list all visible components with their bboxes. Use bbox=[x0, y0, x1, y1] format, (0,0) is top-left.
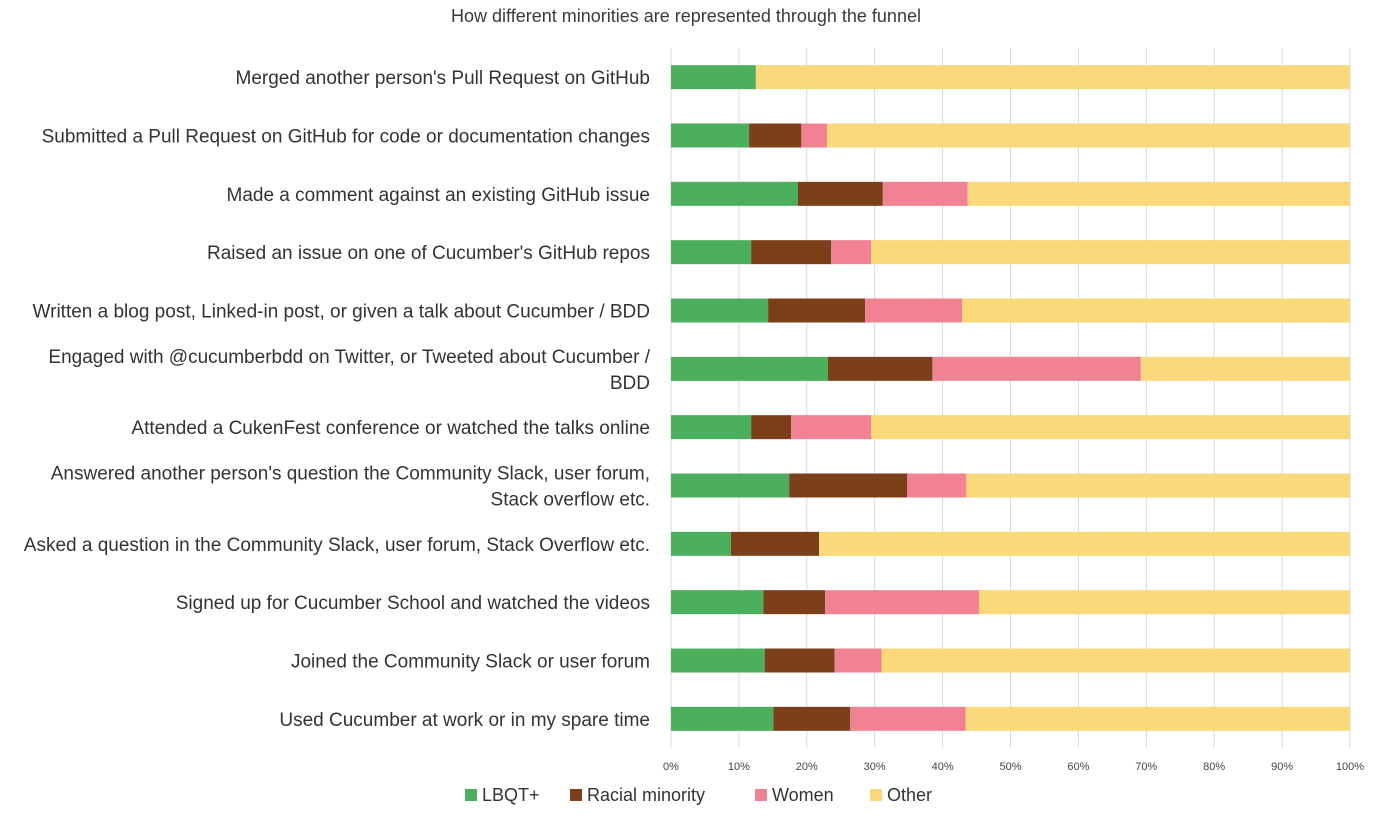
bar-segment bbox=[764, 648, 835, 673]
bar-segment bbox=[763, 590, 826, 615]
bar-segment bbox=[967, 181, 1350, 206]
bar-segment bbox=[965, 706, 1350, 731]
category-label: Made a comment against an existing GitHu… bbox=[227, 185, 651, 206]
bar-segment bbox=[671, 298, 769, 323]
grid-lines bbox=[670, 48, 1351, 748]
bar-segment bbox=[831, 240, 872, 265]
bar-segment bbox=[827, 356, 933, 381]
category-label: Answered another person's question the C… bbox=[51, 464, 650, 485]
x-tick-label: 100% bbox=[1336, 761, 1364, 773]
bar-segment bbox=[755, 65, 1350, 90]
category-label: Written a blog post, Linked-in post, or … bbox=[33, 302, 650, 323]
bar-segment bbox=[751, 415, 792, 440]
x-tick-label: 30% bbox=[864, 761, 886, 773]
bar-segment bbox=[871, 415, 1350, 440]
category-label: Submitted a Pull Request on GitHub for c… bbox=[42, 127, 650, 148]
x-tick-label: 10% bbox=[728, 761, 750, 773]
bar-segment bbox=[979, 590, 1350, 615]
category-label: Engaged with @cucumberbdd on Twitter, or… bbox=[48, 347, 650, 368]
category-label: Stack overflow etc. bbox=[491, 490, 650, 511]
bar-segment bbox=[671, 123, 750, 148]
x-tick-label: 60% bbox=[1067, 761, 1089, 773]
bar-segment bbox=[865, 298, 963, 323]
bar-segment bbox=[789, 473, 908, 498]
category-label: BDD bbox=[610, 373, 650, 394]
chart-title: How different minorities are represented… bbox=[451, 6, 921, 26]
bar-segment bbox=[671, 590, 764, 615]
bar-segment bbox=[751, 240, 832, 265]
bar-segment bbox=[730, 531, 820, 556]
bar-segment bbox=[819, 531, 1350, 556]
x-tick-label: 50% bbox=[999, 761, 1021, 773]
legend-label: Racial minority bbox=[587, 785, 705, 805]
category-label: Raised an issue on one of Cucumber's Git… bbox=[207, 243, 650, 264]
legend-swatch bbox=[870, 789, 882, 801]
bar-segment bbox=[827, 123, 1350, 148]
bar-segment bbox=[797, 181, 883, 206]
legend-swatch bbox=[755, 789, 767, 801]
bar-segment bbox=[834, 648, 882, 673]
legend: LBQT+ Racial minority Women Other bbox=[465, 785, 932, 805]
bar-segment bbox=[671, 706, 774, 731]
bar-segment bbox=[932, 356, 1141, 381]
bar-segment bbox=[1140, 356, 1350, 381]
bar-segment bbox=[907, 473, 967, 498]
bar-segment bbox=[671, 65, 756, 90]
legend-swatch bbox=[570, 789, 582, 801]
bar-segment bbox=[850, 706, 966, 731]
bar-segment bbox=[871, 240, 1350, 265]
bar-segment bbox=[768, 298, 866, 323]
bar-segment bbox=[881, 648, 1350, 673]
x-tick-label: 20% bbox=[796, 761, 818, 773]
legend-label: Other bbox=[887, 785, 932, 805]
bar-segment bbox=[671, 240, 752, 265]
x-tick-label: 90% bbox=[1271, 761, 1293, 773]
x-tick-label: 80% bbox=[1203, 761, 1225, 773]
x-tick-label: 70% bbox=[1135, 761, 1157, 773]
category-label: Used Cucumber at work or in my spare tim… bbox=[279, 710, 650, 731]
bar-segment bbox=[962, 298, 1350, 323]
bar-segment bbox=[801, 123, 828, 148]
category-label: Joined the Community Slack or user forum bbox=[291, 652, 650, 673]
bar-segment bbox=[671, 356, 828, 381]
bar-segment bbox=[882, 181, 968, 206]
bar-segment bbox=[671, 181, 798, 206]
category-label: Merged another person's Pull Request on … bbox=[236, 68, 650, 89]
bar-segment bbox=[966, 473, 1350, 498]
bar-segment bbox=[671, 531, 731, 556]
category-label: Attended a CukenFest conference or watch… bbox=[131, 418, 650, 439]
x-axis-ticks: 0% 10% 20% 30% 40% 50% 60% 70% 80% 90% 100% bbox=[663, 761, 1364, 773]
bar-segment bbox=[749, 123, 802, 148]
category-label: Asked a question in the Community Slack,… bbox=[24, 535, 650, 556]
bar-segment bbox=[773, 706, 851, 731]
legend-swatch bbox=[465, 789, 477, 801]
category-label: Signed up for Cucumber School and watche… bbox=[176, 593, 650, 614]
x-tick-label: 40% bbox=[932, 761, 954, 773]
bars bbox=[671, 65, 1350, 731]
bar-segment bbox=[791, 415, 872, 440]
bar-segment bbox=[671, 473, 790, 498]
bar-segment bbox=[671, 648, 765, 673]
x-tick-label: 0% bbox=[663, 761, 679, 773]
legend-label: Women bbox=[772, 785, 834, 805]
legend-label: LBQT+ bbox=[482, 785, 540, 805]
category-labels: Merged another person's Pull Request on … bbox=[24, 68, 651, 731]
bar-segment bbox=[825, 590, 980, 615]
bar-segment bbox=[671, 415, 752, 440]
